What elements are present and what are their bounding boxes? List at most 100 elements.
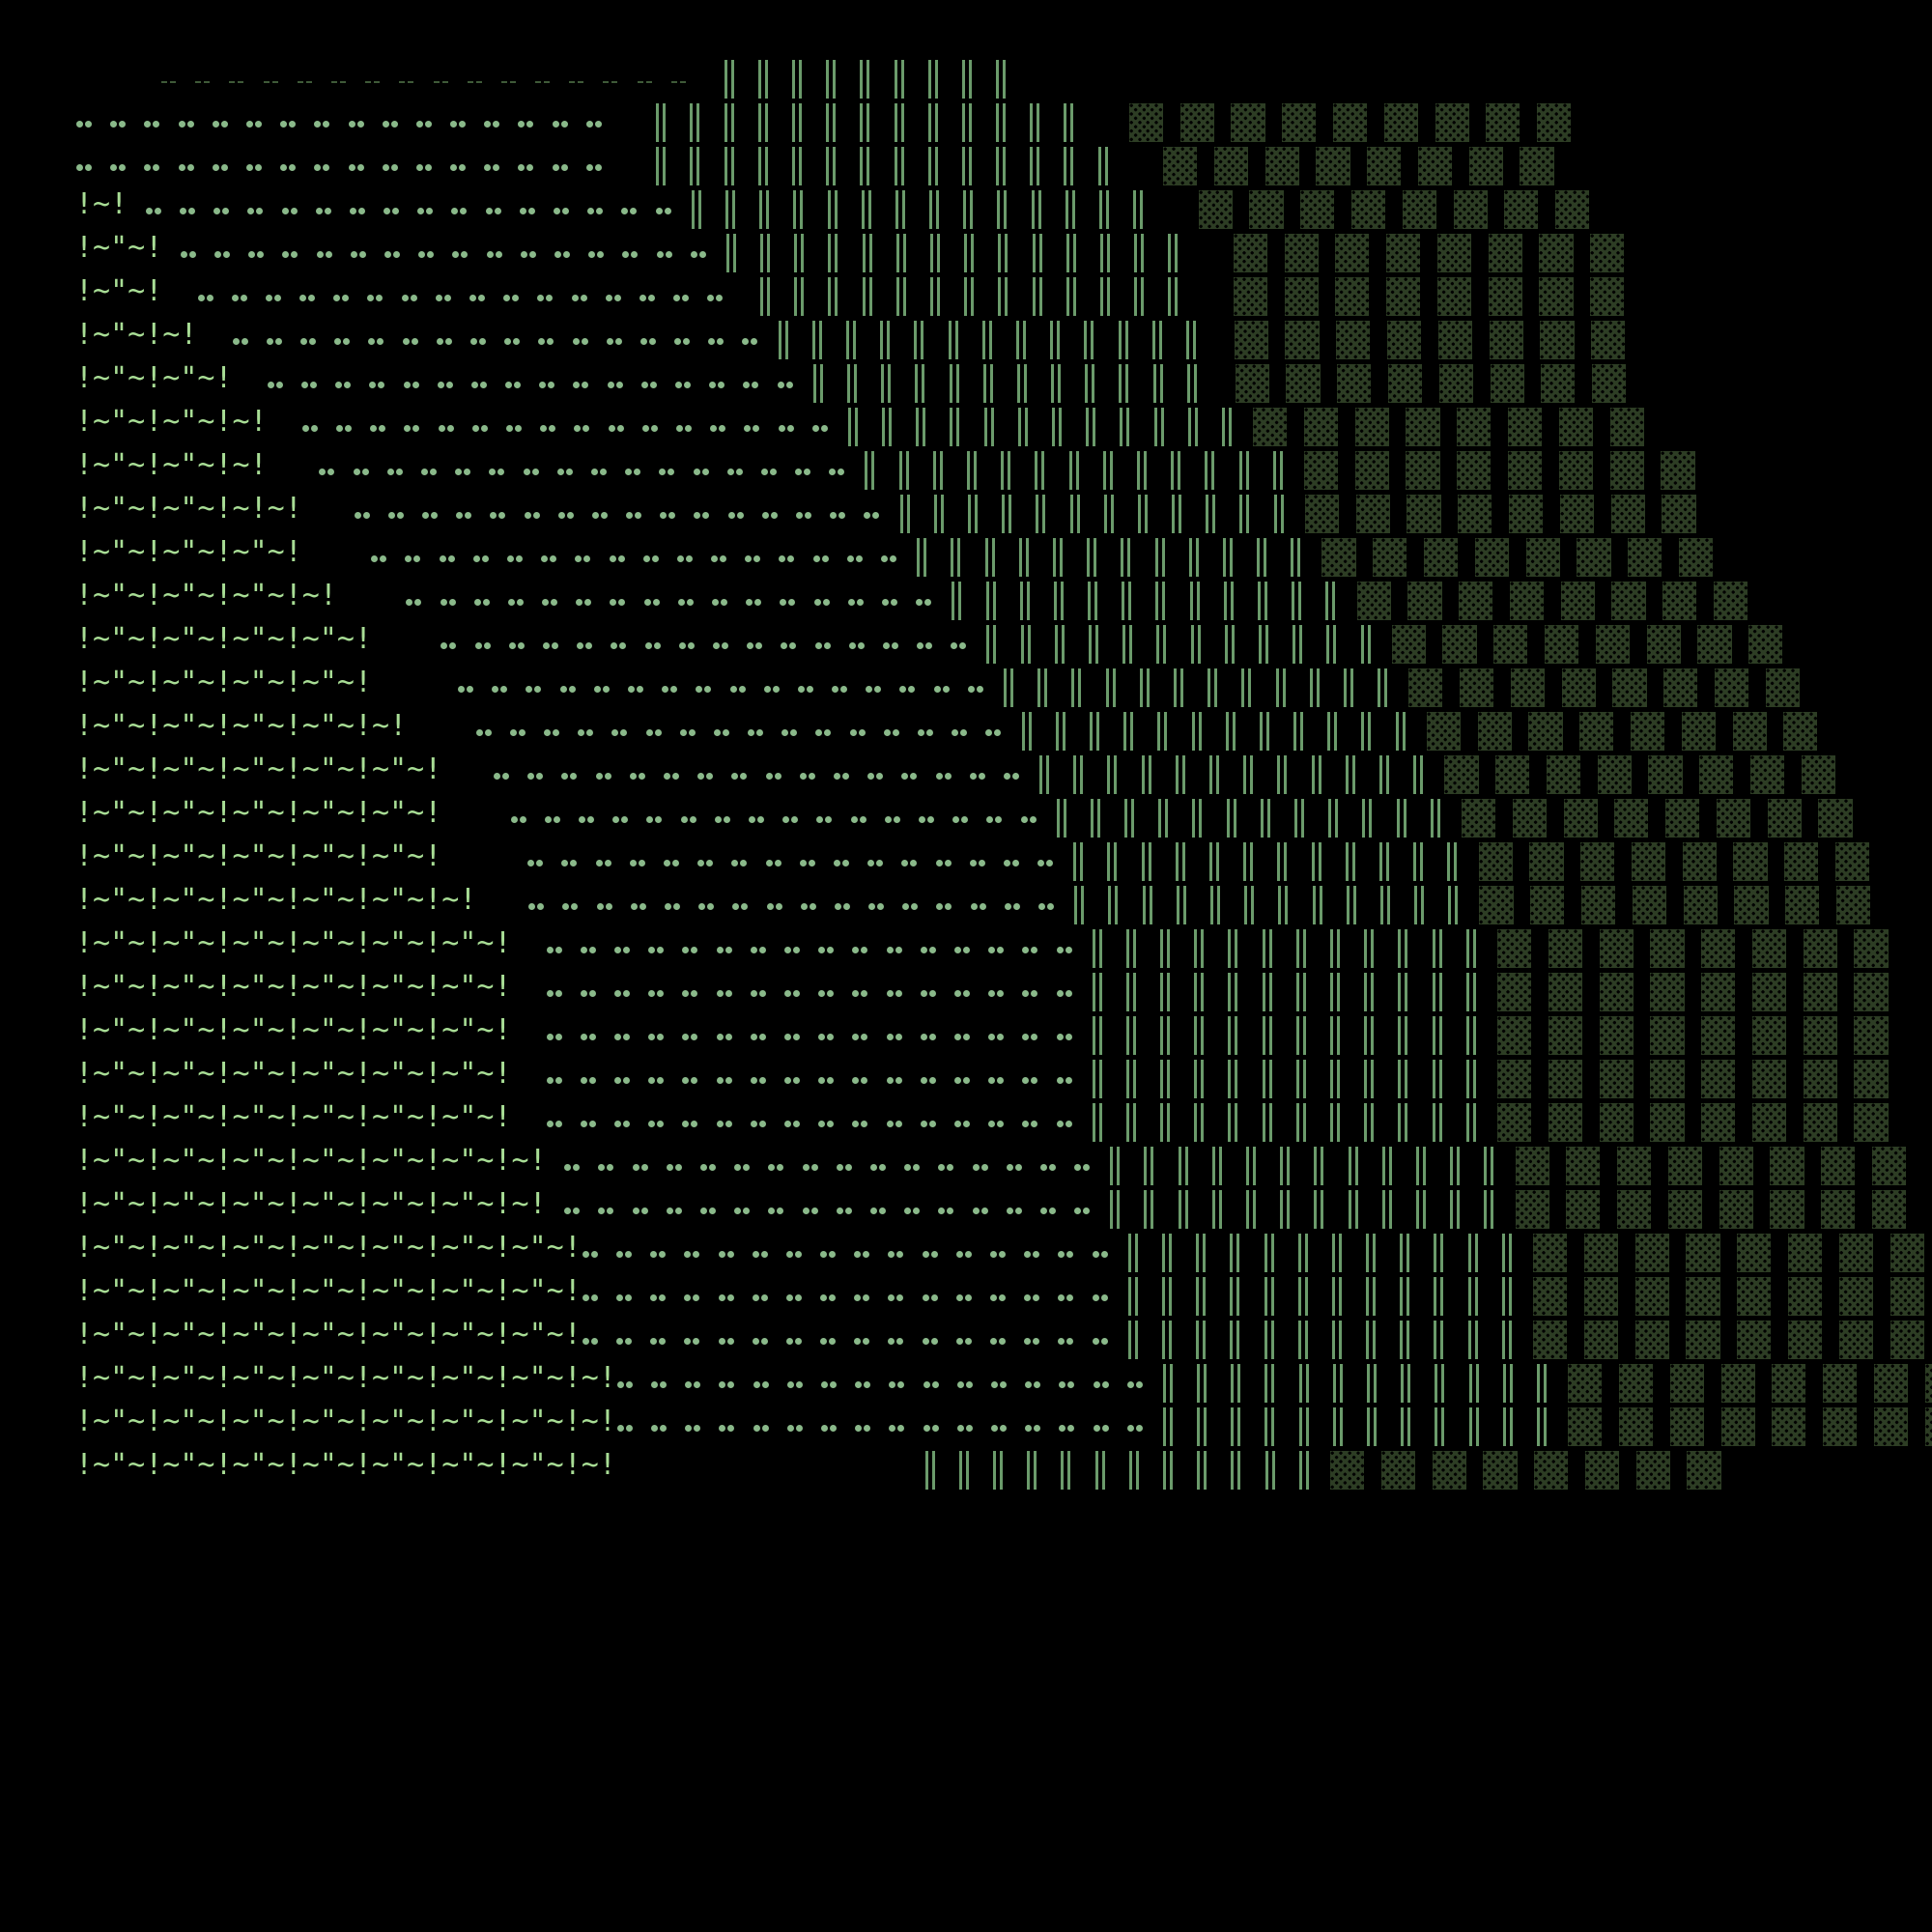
grid-spacer <box>766 973 783 1011</box>
grid-spacer <box>947 451 964 490</box>
shade-block-glyph <box>1665 755 1683 794</box>
grid-spacer <box>1529 755 1547 794</box>
grid-spacer <box>665 1060 682 1098</box>
shade-block-glyph <box>1750 755 1768 794</box>
shade-block-glyph <box>1321 451 1339 490</box>
dot-pair-glyph <box>595 842 612 881</box>
grid-spacer <box>728 582 746 620</box>
grid-spacer <box>614 1190 632 1229</box>
wave-glyph-run: !~"~!~"~!~"~!~"~!~"~!~"~!~"~! <box>75 1274 582 1308</box>
shade-block-glyph <box>1461 755 1479 794</box>
shade-block-glyph <box>1871 973 1889 1011</box>
grid-spacer <box>801 1016 818 1055</box>
grid-spacer <box>432 103 449 142</box>
grid-spacer <box>775 234 792 272</box>
pipe-pair-glyph <box>1431 1321 1448 1359</box>
dot-pair-glyph <box>647 929 665 968</box>
grid-spacer <box>1065 321 1082 359</box>
ascii-row: !~"~!~"~!~!~! <box>75 495 1713 533</box>
grid-spacer <box>1020 886 1037 924</box>
shade-block-glyph <box>1389 538 1407 577</box>
grid-spacer <box>1520 103 1537 142</box>
grid-spacer <box>1492 495 1509 533</box>
shade-block-glyph <box>1508 408 1525 446</box>
grid-spacer <box>1226 1147 1243 1185</box>
grid-spacer <box>812 495 830 533</box>
pipe-pair-glyph <box>1191 929 1208 968</box>
grid-spacer <box>797 625 814 664</box>
grid-spacer <box>1375 625 1392 664</box>
pipe-pair-glyph <box>757 234 775 272</box>
pipe-pair-glyph <box>1447 1147 1464 1185</box>
grid-spacer <box>1338 408 1355 446</box>
shade-block-glyph <box>1608 364 1627 403</box>
shade-block-glyph <box>1354 408 1373 446</box>
shade-block-glyph <box>1765 625 1783 664</box>
grid-spacer <box>1634 1060 1651 1098</box>
grid-spacer <box>1420 234 1437 272</box>
grid-spacer <box>1549 1190 1567 1229</box>
ascii-row: !~"~!~"~! <box>75 364 1643 403</box>
grid-spacer <box>598 1321 615 1359</box>
grid-spacer <box>608 451 625 490</box>
grid-spacer <box>1109 1451 1126 1490</box>
shade-block-glyph <box>1765 668 1783 707</box>
shade-block-glyph <box>1179 103 1198 142</box>
dot-pair-glyph <box>212 103 229 142</box>
grid-spacer <box>263 147 280 185</box>
pipe-pair-glyph <box>1323 625 1341 664</box>
wave-glyph-run: !~"~!~"~!~"~!~"~!~"~! <box>75 839 442 873</box>
dot-pair-glyph <box>699 1190 717 1229</box>
pipe-pair-glyph <box>1054 799 1071 838</box>
dot-pair-glyph <box>493 755 510 794</box>
grid-spacer <box>1735 929 1752 968</box>
shade-block-glyph <box>1751 1060 1770 1098</box>
grid-spacer <box>474 668 492 707</box>
pipe-pair-glyph <box>1377 755 1394 794</box>
shade-block-glyph <box>1284 277 1302 316</box>
grid-spacer <box>918 755 935 794</box>
shade-block-glyph <box>1474 538 1492 577</box>
shade-block-glyph <box>1736 1190 1753 1229</box>
shade-block-glyph <box>1802 886 1820 924</box>
grid-spacer <box>178 60 195 99</box>
grid-spacer <box>971 1103 988 1142</box>
shade-block-glyph <box>1837 1190 1856 1229</box>
grid-spacer <box>597 929 614 968</box>
dot-pair-glyph <box>334 364 352 403</box>
pipe-pair-glyph <box>1410 842 1428 881</box>
grid-spacer <box>1371 364 1388 403</box>
wave-glyph-run: !~"~!~"~!~"~!~"~!~"~!~"~!~! <box>75 1187 547 1221</box>
grid-spacer <box>1072 929 1090 968</box>
grid-spacer <box>467 147 484 185</box>
pipe-pair-glyph <box>1030 234 1047 272</box>
grid-spacer <box>1104 712 1122 751</box>
pipe-pair-glyph <box>1087 712 1104 751</box>
grid-spacer <box>724 321 742 359</box>
grid-spacer <box>1034 582 1051 620</box>
dot-pair-glyph <box>850 799 867 838</box>
grid-spacer <box>1153 668 1171 707</box>
grid-spacer <box>818 1190 836 1229</box>
grid-spacer <box>588 321 606 359</box>
dot-pair-glyph <box>580 1060 597 1098</box>
dot-pair-glyph <box>783 1016 801 1055</box>
dot-pair-glyph <box>630 886 647 924</box>
dot-pair-glyph <box>572 364 589 403</box>
shade-block-glyph <box>1496 1016 1515 1055</box>
dot-pair-glyph <box>833 755 850 794</box>
grid-spacer <box>814 668 832 707</box>
dot-pair-glyph <box>900 842 918 881</box>
ascii-row: !~"~!~"~!~"~!~"~!~"~!~"~! <box>75 973 1905 1011</box>
shade-block-glyph <box>1250 277 1267 316</box>
shade-block-glyph <box>1502 103 1520 142</box>
shade-block-glyph <box>1907 1321 1924 1359</box>
dot-pair-glyph <box>608 408 625 446</box>
dot-pair-glyph <box>659 495 676 533</box>
dot-pair-glyph <box>718 1277 735 1316</box>
grid-spacer <box>837 1277 854 1316</box>
grid-spacer <box>1422 364 1439 403</box>
dot-pair-glyph <box>580 1016 597 1055</box>
grid-spacer <box>1421 321 1438 359</box>
dot-pair-glyph <box>836 1147 853 1185</box>
